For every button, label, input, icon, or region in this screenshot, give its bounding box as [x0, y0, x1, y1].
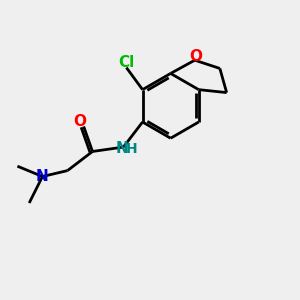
Text: N: N	[36, 169, 49, 184]
Text: Cl: Cl	[118, 55, 134, 70]
Text: H: H	[126, 142, 137, 155]
Text: O: O	[74, 114, 87, 129]
Text: O: O	[190, 49, 203, 64]
Text: N: N	[116, 141, 128, 156]
